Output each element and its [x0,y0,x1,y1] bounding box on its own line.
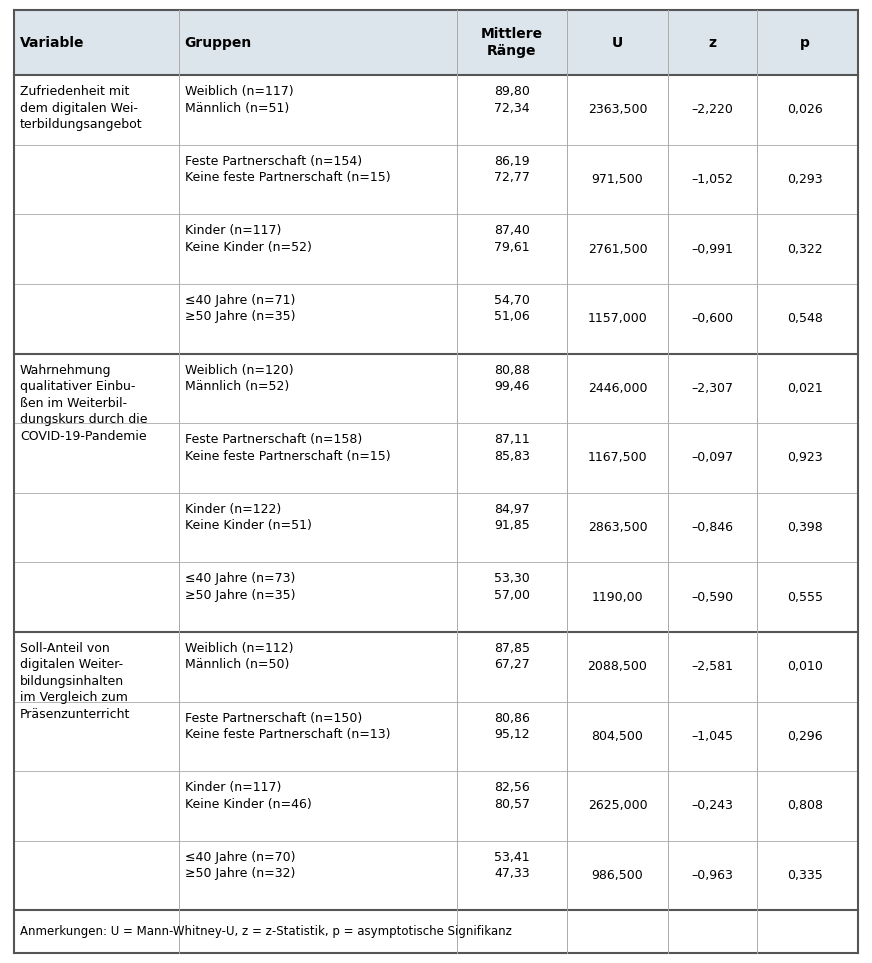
Text: 2761,500: 2761,500 [588,243,647,255]
Text: 804,500: 804,500 [591,730,644,742]
Text: Feste Partnerschaft (n=158)
Keine feste Partnerschaft (n=15): Feste Partnerschaft (n=158) Keine feste … [185,433,390,462]
Text: 1157,000: 1157,000 [588,312,647,325]
Text: 0,021: 0,021 [787,381,823,395]
Text: Anmerkungen: U = Mann-Whitney-U, z = z-Statistik, p = asymptotische Signifikanz: Anmerkungen: U = Mann-Whitney-U, z = z-S… [20,925,512,938]
Text: Weiblich (n=117)
Männlich (n=51): Weiblich (n=117) Männlich (n=51) [185,85,293,115]
Text: –0,991: –0,991 [691,243,733,255]
Text: 89,80
72,34: 89,80 72,34 [494,85,530,115]
Text: 0,808: 0,808 [787,799,823,813]
Text: 53,30
57,00: 53,30 57,00 [494,572,530,602]
Text: –0,590: –0,590 [691,590,733,604]
Text: 0,335: 0,335 [787,869,823,882]
Text: Kinder (n=117)
Keine Kinder (n=52): Kinder (n=117) Keine Kinder (n=52) [185,224,311,254]
Text: 87,40
79,61: 87,40 79,61 [494,224,530,254]
Text: 0,026: 0,026 [787,103,823,117]
Text: 971,500: 971,500 [591,173,644,186]
Text: –0,846: –0,846 [691,521,733,534]
Text: –2,307: –2,307 [691,381,733,395]
Text: –1,052: –1,052 [691,173,733,186]
Text: Kinder (n=122)
Keine Kinder (n=51): Kinder (n=122) Keine Kinder (n=51) [185,503,311,533]
Text: 986,500: 986,500 [591,869,644,882]
Text: 82,56
80,57: 82,56 80,57 [494,781,530,811]
Text: 84,97
91,85: 84,97 91,85 [494,503,530,533]
Text: 0,010: 0,010 [787,661,823,673]
Text: 0,296: 0,296 [787,730,823,742]
Text: –0,243: –0,243 [691,799,733,813]
Text: 1167,500: 1167,500 [588,452,647,464]
Text: –0,600: –0,600 [691,312,733,325]
Text: 0,293: 0,293 [787,173,823,186]
Text: z: z [708,36,717,49]
Text: Soll-Anteil von
digitalen Weiter-
bildungsinhalten
im Vergleich zum
Präsenzunter: Soll-Anteil von digitalen Weiter- bildun… [20,642,131,721]
Text: –2,581: –2,581 [691,661,733,673]
Text: 80,86
95,12: 80,86 95,12 [494,712,530,742]
Text: 0,398: 0,398 [787,521,823,534]
Text: U: U [612,36,623,49]
Text: 0,555: 0,555 [787,590,823,604]
Text: 0,322: 0,322 [787,243,823,255]
Text: 2446,000: 2446,000 [588,381,647,395]
Text: 2363,500: 2363,500 [588,103,647,117]
Text: 87,11
85,83: 87,11 85,83 [494,433,530,462]
Text: 54,70
51,06: 54,70 51,06 [494,294,530,324]
Text: Wahrnehmung
qualitativer Einbu-
ßen im Weiterbil-
dungskurs durch die
COVID-19-P: Wahrnehmung qualitativer Einbu- ßen im W… [20,363,147,443]
Text: –2,220: –2,220 [691,103,733,117]
Text: 0,923: 0,923 [787,452,823,464]
Text: 0,548: 0,548 [787,312,823,325]
Text: Weiblich (n=120)
Männlich (n=52): Weiblich (n=120) Männlich (n=52) [185,363,293,393]
Text: 2088,500: 2088,500 [588,661,647,673]
Text: Mittlere
Ränge: Mittlere Ränge [480,27,543,59]
Text: Weiblich (n=112)
Männlich (n=50): Weiblich (n=112) Männlich (n=50) [185,642,293,671]
Text: ≤40 Jahre (n=70)
≥50 Jahre (n=32): ≤40 Jahre (n=70) ≥50 Jahre (n=32) [185,850,295,880]
Text: Feste Partnerschaft (n=154)
Keine feste Partnerschaft (n=15): Feste Partnerschaft (n=154) Keine feste … [185,155,390,184]
Text: Gruppen: Gruppen [185,36,252,49]
Text: –1,045: –1,045 [691,730,733,742]
Text: 2625,000: 2625,000 [588,799,647,813]
Text: –0,097: –0,097 [691,452,733,464]
Text: ≤40 Jahre (n=71)
≥50 Jahre (n=35): ≤40 Jahre (n=71) ≥50 Jahre (n=35) [185,294,295,324]
Text: 1190,00: 1190,00 [591,590,644,604]
Text: Kinder (n=117)
Keine Kinder (n=46): Kinder (n=117) Keine Kinder (n=46) [185,781,311,811]
Text: 2863,500: 2863,500 [588,521,647,534]
Bar [14,10,858,75]
Text: p: p [800,36,810,49]
Text: Zufriedenheit mit
dem digitalen Wei-
terbildungsangebot: Zufriedenheit mit dem digitalen Wei- ter… [20,85,143,131]
Text: Feste Partnerschaft (n=150)
Keine feste Partnerschaft (n=13): Feste Partnerschaft (n=150) Keine feste … [185,712,390,742]
Text: 80,88
99,46: 80,88 99,46 [494,363,530,393]
Text: ≤40 Jahre (n=73)
≥50 Jahre (n=35): ≤40 Jahre (n=73) ≥50 Jahre (n=35) [185,572,295,602]
Text: Variable: Variable [20,36,85,49]
Text: 86,19
72,77: 86,19 72,77 [494,155,530,184]
Text: 87,85
67,27: 87,85 67,27 [494,642,530,671]
Text: 53,41
47,33: 53,41 47,33 [494,850,530,880]
Text: –0,963: –0,963 [691,869,733,882]
